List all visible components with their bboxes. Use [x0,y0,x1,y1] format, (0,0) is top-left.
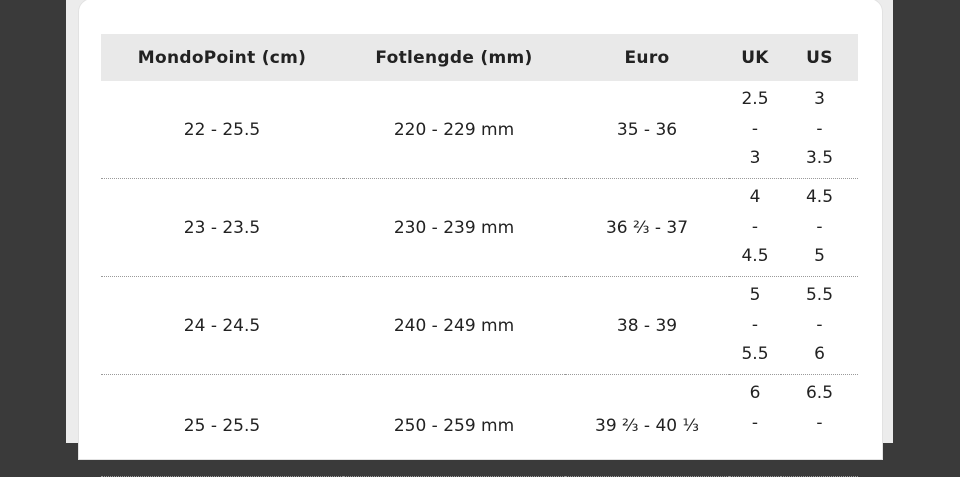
cell-us-line: 6 [814,344,825,365]
cell-us: 4.5 - 5 [781,178,858,277]
header-us: US [781,34,858,81]
cell-uk-line: 4.5 [741,246,769,267]
cell-us-line: 3.5 [805,148,834,169]
cell-foot-length: 240 - 249 mm [343,276,565,375]
cell-us: 6.5 - [781,374,858,477]
table-row: 24 - 24.5 240 - 249 mm 38 - 39 5 - 5.5 5.5 - 6 [101,276,858,375]
cell-uk-line: 4 [749,187,761,208]
cell-uk-line: 2.5 [741,89,769,110]
cell-mondopoint: 24 - 24.5 [101,276,343,375]
cell-us-line: 5 [814,246,825,267]
cell-us-line: - [816,412,823,433]
table-row: 25 - 25.5 250 - 259 mm 39 ⅔ - 40 ⅓ 6-6.5- [101,374,858,477]
cell-mondopoint: 23 - 23.5 [101,178,343,277]
cell-euro: 35 - 36 [565,81,729,179]
table-row: 23 - 23.5 230 - 239 mm 36 ⅔ - 37 4 - 4.5 4.5 - 5 [101,178,858,277]
cell-foot-length: 220 - 229 mm [343,81,565,179]
cell-us-line: - [816,216,823,237]
cell-us: 5.5 - 6 [781,276,858,375]
table-header-row: MondoPoint (cm) Fotlengde (mm) Euro UK U… [101,34,858,81]
cell-uk-line: 3 [749,148,761,169]
cell-uk: 6- [729,374,781,477]
cell-uk: 5 - 5.5 [729,276,781,375]
cell-us-line: 4.5 [805,187,834,208]
cell-uk-line: 5.5 [741,344,769,365]
cell-mondopoint: 25 - 25.5 [101,374,343,477]
cell-uk-line: 6 [749,383,761,403]
cell-euro: 38 - 39 [565,276,729,375]
cell-uk-line: - [751,118,759,139]
cell-foot-length: 250 - 259 mm [343,374,565,477]
cell-mondopoint: 22 - 25.5 [101,81,343,179]
header-foot-length: Fotlengde (mm) [343,34,565,81]
cell-foot-length: 230 - 239 mm [343,178,565,277]
cell-us-line: - [816,118,823,139]
header-euro: Euro [565,34,729,81]
cell-us-line: - [816,314,823,335]
table-row: 22 - 25.5 220 - 229 mm 35 - 36 2.5 - 3 3 - 3.5 [101,81,858,179]
cell-euro: 36 ⅔ - 37 [565,178,729,277]
cell-uk: 4 - 4.5 [729,178,781,277]
cell-us-line: 6.5 [805,383,834,403]
cell-uk-line: 5 [749,285,761,306]
header-mondopoint: MondoPoint (cm) [101,34,343,81]
header-uk: UK [729,34,781,81]
cell-euro: 39 ⅔ - 40 ⅓ [565,374,729,477]
size-chart-table: MondoPoint (cm) Fotlengde (mm) Euro UK U… [101,34,858,477]
cell-uk-line: - [751,216,759,237]
cell-us: 3 - 3.5 [781,81,858,179]
cell-us-line: 3 [814,89,825,110]
cell-uk-line: - [751,314,759,335]
cell-us-line: 5.5 [805,285,834,306]
cell-uk-line: - [751,412,759,433]
cell-uk: 2.5 - 3 [729,81,781,179]
